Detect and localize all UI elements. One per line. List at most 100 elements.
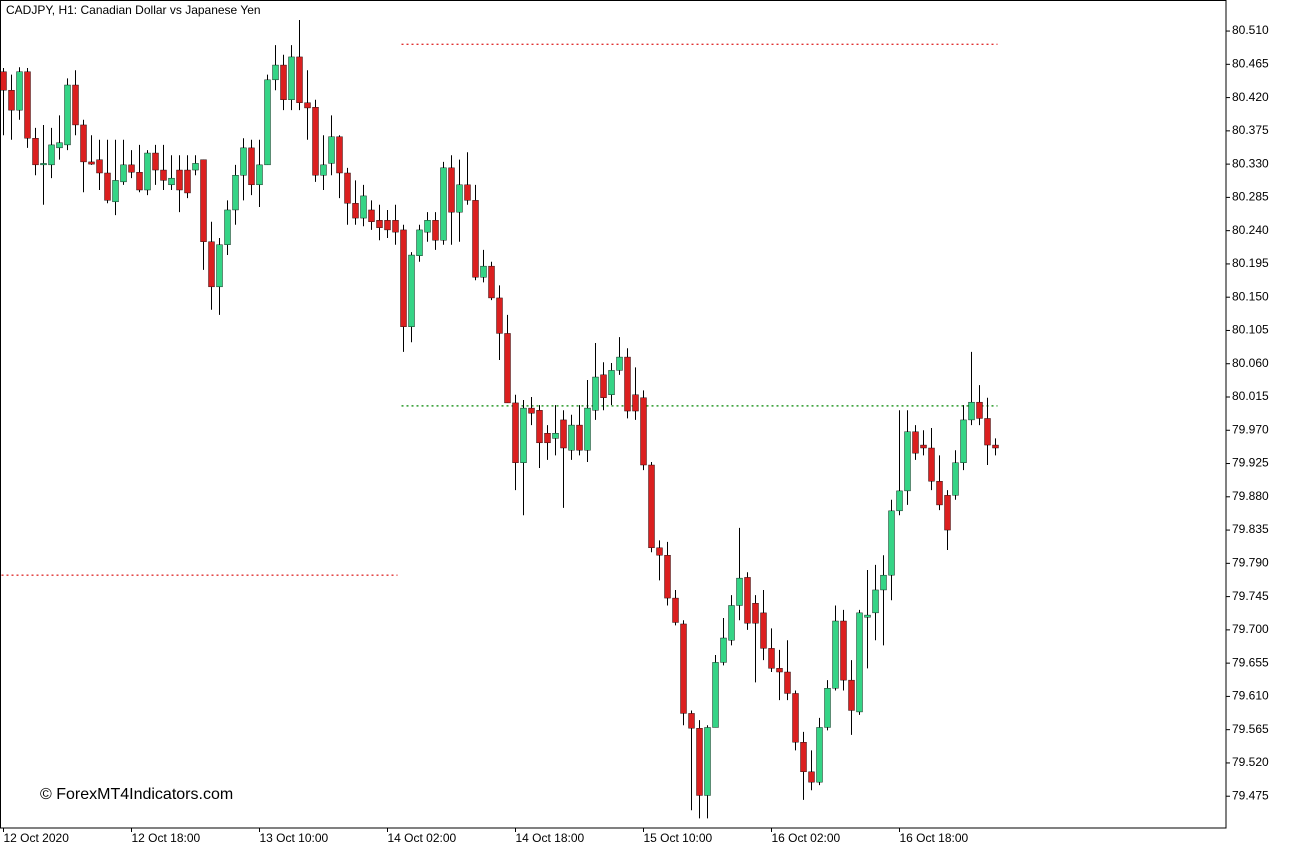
candle-body xyxy=(400,229,407,327)
candle-body xyxy=(704,727,711,796)
y-tick-label: 80.375 xyxy=(1232,123,1269,137)
candle-body xyxy=(552,433,559,439)
candle-body xyxy=(840,620,847,681)
candle-body xyxy=(128,164,135,173)
candle-body xyxy=(352,203,359,219)
candle-body xyxy=(152,152,159,171)
y-tick-label: 79.925 xyxy=(1232,456,1269,470)
candle-body xyxy=(664,555,671,599)
candle-body xyxy=(688,713,695,729)
y-tick-label: 79.835 xyxy=(1232,522,1269,536)
candle-body xyxy=(992,444,999,449)
candle-body xyxy=(456,184,463,213)
candle-body xyxy=(648,464,655,549)
candle-body xyxy=(592,376,599,411)
y-tick-label: 79.610 xyxy=(1232,689,1269,703)
candle-body xyxy=(776,668,783,673)
y-tick-label: 80.510 xyxy=(1232,23,1269,37)
candle-body xyxy=(136,172,143,191)
candle-body xyxy=(416,229,423,256)
candle-body xyxy=(632,394,639,412)
candle-body xyxy=(800,742,807,773)
candle-body xyxy=(120,164,127,183)
candle-body xyxy=(952,462,959,496)
candle-body xyxy=(608,370,615,395)
y-tick-label: 80.420 xyxy=(1232,90,1269,104)
candle-body xyxy=(312,106,319,176)
candle-body xyxy=(824,688,831,728)
watermark: © ForexMT4Indicators.com xyxy=(40,786,233,803)
candle-body xyxy=(72,84,79,126)
candle-body xyxy=(768,648,775,669)
candle-body xyxy=(0,71,7,91)
candle-body xyxy=(672,597,679,623)
candle-body xyxy=(760,612,767,649)
candle-body xyxy=(696,727,703,796)
x-tick-label: 16 Oct 02:00 xyxy=(772,831,841,845)
candle-body xyxy=(384,220,391,231)
candle-body xyxy=(600,374,607,398)
candle-body xyxy=(248,147,255,186)
y-tick-label: 80.015 xyxy=(1232,389,1269,403)
y-tick-label: 80.240 xyxy=(1232,223,1269,237)
candle-body xyxy=(856,612,863,713)
chart-title: CADJPY, H1: Canadian Dollar vs Japanese … xyxy=(6,3,261,17)
y-tick-label: 80.285 xyxy=(1232,190,1269,204)
candle-body xyxy=(872,589,879,614)
candle-body xyxy=(192,163,199,171)
candle-body xyxy=(496,297,503,334)
candle-body xyxy=(440,167,447,241)
candle-body xyxy=(904,431,911,492)
candle-body xyxy=(896,490,903,512)
y-tick-label: 79.520 xyxy=(1232,755,1269,769)
candle-body xyxy=(816,727,823,783)
candle-body xyxy=(848,679,855,711)
candle-body xyxy=(624,356,631,412)
y-tick-label: 79.565 xyxy=(1232,722,1269,736)
x-tick-label: 13 Oct 10:00 xyxy=(260,831,329,845)
candle-body xyxy=(280,64,287,101)
candle-body xyxy=(504,333,511,404)
candle-body xyxy=(304,102,311,109)
x-tick-label: 14 Oct 18:00 xyxy=(516,831,585,845)
candle-body xyxy=(328,136,335,164)
candle-body xyxy=(376,220,383,228)
candle-body xyxy=(544,433,551,444)
candle-body xyxy=(16,71,23,111)
candle-body xyxy=(528,407,535,414)
candle-body xyxy=(960,419,967,463)
candle-body xyxy=(712,662,719,728)
candle-body xyxy=(912,431,919,454)
candle-body xyxy=(720,637,727,663)
candle-body xyxy=(784,671,791,694)
candle-body xyxy=(112,180,119,203)
candle-body xyxy=(640,397,647,466)
candle-body xyxy=(448,167,455,213)
candle-body xyxy=(344,172,351,204)
candle-body xyxy=(88,161,95,165)
x-tick-label: 14 Oct 02:00 xyxy=(388,831,457,845)
candle-body xyxy=(232,175,239,211)
candle-body xyxy=(208,241,215,288)
y-tick-label: 80.195 xyxy=(1232,256,1269,270)
candle-body xyxy=(8,89,15,111)
candle-body xyxy=(264,79,271,166)
candle-body xyxy=(408,254,415,327)
candle-body xyxy=(512,402,519,463)
y-tick-label: 79.790 xyxy=(1232,556,1269,570)
candle-body xyxy=(200,159,207,242)
candle-body xyxy=(976,401,983,419)
candle-body xyxy=(168,177,175,186)
y-tick-label: 80.465 xyxy=(1232,56,1269,70)
candle-body xyxy=(584,407,591,451)
candle-body xyxy=(968,401,975,421)
x-tick-label: 12 Oct 2020 xyxy=(4,831,70,845)
x-tick-label: 16 Oct 18:00 xyxy=(900,831,969,845)
x-tick-label: 15 Oct 10:00 xyxy=(644,831,713,845)
candle-body xyxy=(272,64,279,81)
candle-body xyxy=(792,693,799,743)
candle-body xyxy=(336,136,343,174)
candle-body xyxy=(360,195,367,219)
candle-body xyxy=(520,407,527,463)
candle-body xyxy=(256,164,263,186)
